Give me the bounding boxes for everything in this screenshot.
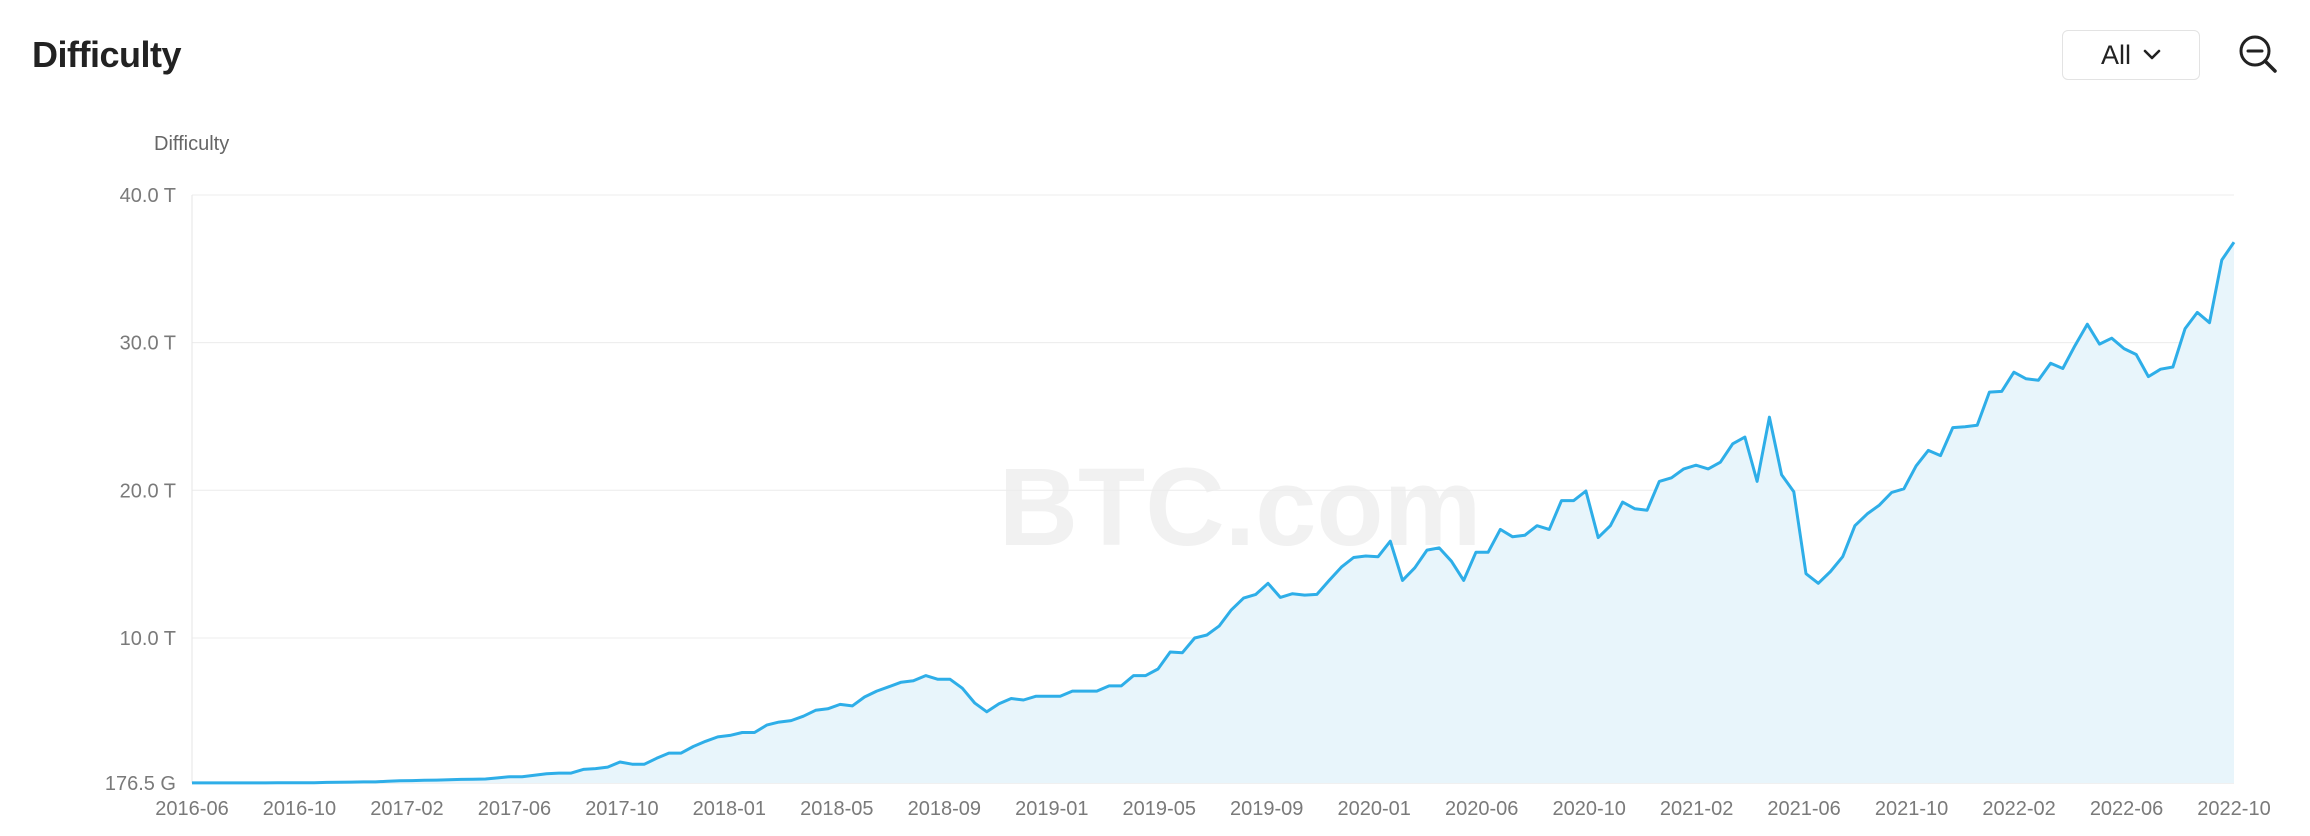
range-select[interactable]: All <box>2062 30 2200 80</box>
x-tick-label: 2019-01 <box>1015 798 1088 820</box>
x-tick-label: 2022-02 <box>1982 798 2055 820</box>
x-tick-label: 2020-10 <box>1552 798 1625 820</box>
y-axis-ticks: 176.5 G 10.0 T 20.0 T 30.0 T 40.0 T <box>105 185 176 795</box>
x-tick-label: 2017-10 <box>585 798 658 820</box>
x-tick-label: 2020-01 <box>1338 798 1411 820</box>
x-tick-label: 2019-09 <box>1230 798 1303 820</box>
area-fill <box>192 242 2234 783</box>
x-tick-label: 2016-06 <box>155 798 228 820</box>
zoom-out-button[interactable] <box>2236 32 2280 76</box>
x-tick-label: 2021-02 <box>1660 798 1733 820</box>
x-tick-label: 2020-06 <box>1445 798 1518 820</box>
range-select-value: All <box>2100 39 2131 70</box>
chevron-down-icon <box>2143 49 2161 61</box>
series-line <box>192 241 2236 785</box>
y-tick-label: 176.5 G <box>105 773 176 795</box>
x-tick-label: 2018-09 <box>908 798 981 820</box>
x-tick-label: 2021-10 <box>1875 798 1948 820</box>
x-tick-label: 2017-02 <box>370 798 443 820</box>
x-tick-label: 2017-06 <box>478 798 551 820</box>
zoom-out-icon <box>2236 32 2280 76</box>
x-axis-ticks: 2016-06 2016-10 2017-02 2017-06 2017-10 2018-… <box>155 798 2270 820</box>
y-axis-label: Difficulty <box>154 133 229 155</box>
y-tick-label: 40.0 T <box>120 185 176 207</box>
x-tick-label: 2022-10 <box>2197 798 2270 820</box>
x-tick-label: 2018-05 <box>800 798 873 820</box>
y-tick-label: 20.0 T <box>120 480 176 502</box>
x-tick-label: 2016-10 <box>263 798 336 820</box>
x-tick-label: 2021-06 <box>1767 798 1840 820</box>
watermark-text: BTC.com <box>999 446 1482 569</box>
y-tick-label: 30.0 T <box>120 333 176 355</box>
x-tick-label: 2019-05 <box>1123 798 1196 820</box>
x-tick-label: 2022-06 <box>2090 798 2163 820</box>
x-tick-label: 2018-01 <box>693 798 766 820</box>
y-tick-label: 10.0 T <box>120 628 176 650</box>
page-title: Difficulty <box>32 34 182 75</box>
